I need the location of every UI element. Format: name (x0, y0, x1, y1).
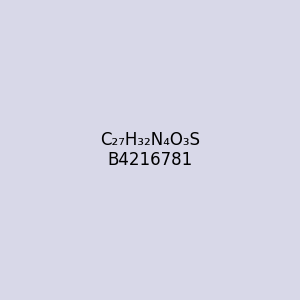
Text: C₂₇H₃₂N₄O₃S
B4216781: C₂₇H₃₂N₄O₃S B4216781 (100, 130, 200, 170)
